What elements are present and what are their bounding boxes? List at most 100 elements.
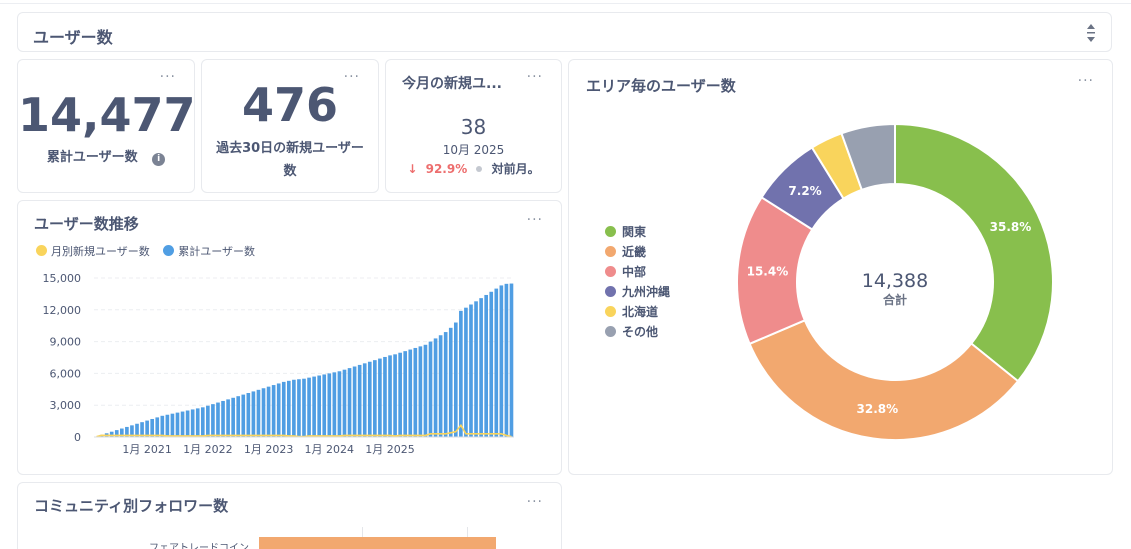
cumulative-bar (312, 376, 316, 437)
cumulative-bar (337, 371, 342, 437)
cumulative-bar (114, 430, 119, 437)
community-followers-card: コミュニティ別フォロワー数 ··· フェアトレードコイン (17, 482, 562, 549)
cumulative-bar (378, 358, 382, 437)
cumulative-bar (484, 294, 488, 437)
x-tick-label: 1月 2023 (244, 443, 294, 456)
cumulative-bar (464, 307, 468, 437)
area-legend-item[interactable]: 北海道 (605, 303, 670, 323)
cumulative-bar (453, 322, 458, 437)
card-menu-icon[interactable]: ··· (526, 212, 543, 228)
cumulative-bar (499, 285, 504, 437)
cumulative-bar (175, 412, 180, 437)
area-legend: 関東近畿中部九州沖縄 北海道その他 (605, 223, 670, 343)
cumulative-bar (443, 332, 448, 437)
total-users-label: 累計ユーザー数 (46, 150, 138, 165)
cumulative-bar (221, 400, 225, 437)
legend-dot (605, 246, 616, 257)
community-bar[interactable] (259, 537, 496, 549)
area-legend-item[interactable]: 中部 (605, 263, 670, 283)
cumulative-bar (286, 380, 291, 437)
card-menu-icon[interactable]: ··· (526, 494, 543, 510)
legend-label-cumulative: 累計ユーザー数 (178, 245, 256, 258)
cumulative-bar (413, 347, 418, 437)
legend-dot (605, 226, 616, 237)
cumulative-bar (357, 364, 362, 437)
donut-slice-1 (894, 122, 1054, 383)
cumulative-bar (509, 283, 514, 437)
move-handle-icon[interactable] (1085, 21, 1097, 45)
donut-slice-6 (840, 122, 896, 192)
total-users-card: ··· 14,477 累計ユーザー数 i (17, 59, 196, 193)
monthly-new-users-card: 今月の新規ユ... ··· 38 10月 2025 ↓ 92.9% 対前月。 (385, 59, 562, 193)
legend-dot (163, 245, 175, 256)
cumulative-bar (140, 422, 144, 437)
card-menu-icon[interactable]: ··· (159, 69, 176, 85)
cumulative-bar (408, 349, 413, 437)
arrow-down-icon: ↓ (407, 162, 418, 176)
cumulative-bar (236, 396, 241, 437)
separator-dot-icon (476, 166, 483, 172)
cumulative-bar (145, 420, 149, 437)
top-divider (0, 0, 1131, 4)
card-menu-icon[interactable]: ··· (1077, 73, 1094, 89)
cumulative-bar (241, 394, 246, 437)
cumulative-bar (393, 354, 397, 437)
user-trend-chart: 0 3,000 6,000 9,000 12,000 15,000 1月 2021 1月 20… (43, 272, 514, 456)
card-menu-icon[interactable]: ··· (526, 69, 543, 85)
monthly-value: 38 (460, 115, 487, 139)
legend-dot (605, 266, 616, 277)
y-tick-label: 12,000 (43, 304, 82, 317)
area-legend-item[interactable]: 近畿 (605, 243, 670, 263)
slice-value-label: 15.4% (747, 265, 789, 279)
cumulative-bar (459, 310, 463, 437)
recent-users-card: ··· 476 過去30日の新規ユーザー 数 (201, 59, 379, 193)
cumulative-bar (388, 355, 392, 437)
area-users-card: エリア毎のユーザー数 ··· 関東 近畿 中部 九州沖縄 北海道 その他 35.8% 32.… (568, 59, 1113, 475)
trend-title: ユーザー数推移 (34, 215, 139, 233)
area-legend-item[interactable]: 関東 (605, 223, 670, 243)
legend-dot (605, 286, 616, 297)
cumulative-bar (342, 369, 347, 437)
cumulative-bar (373, 360, 377, 437)
area-legend-label: 関東 (622, 225, 647, 239)
legend-item-monthly[interactable]: 月別新規ユーザー数 (36, 245, 150, 258)
legend-dot (605, 326, 616, 337)
area-legend-item[interactable]: 九州沖縄 (605, 283, 670, 303)
cumulative-bar (352, 366, 357, 437)
cumulative-bar (479, 298, 483, 437)
cumulative-bar (211, 404, 215, 437)
y-tick-label: 3,000 (50, 399, 82, 412)
cumulative-bar (332, 372, 337, 437)
cumulative-bar (438, 335, 443, 437)
cumulative-bar (266, 386, 271, 437)
legend-dot (36, 245, 47, 256)
cumulative-bar (256, 389, 261, 437)
cumulative-bar (200, 407, 205, 437)
y-tick-label: 0 (74, 431, 81, 444)
cumulative-bar (130, 425, 134, 437)
cumulative-bar (170, 413, 175, 437)
cumulative-bar (251, 391, 256, 437)
area-legend-label: その他 (622, 325, 659, 339)
monthly-change: 92.9% (425, 162, 468, 176)
cumulative-bar (383, 356, 387, 437)
info-icon[interactable]: i (152, 153, 166, 166)
x-tick-label: 1月 2022 (183, 443, 233, 456)
x-tick-label: 1月 2021 (122, 443, 172, 456)
donut-total-value: 14,388 (862, 270, 928, 292)
area-legend-label: 近畿 (622, 245, 647, 259)
legend-item-cumulative[interactable]: 累計ユーザー数 (163, 245, 255, 258)
cumulative-bar (327, 373, 332, 437)
area-legend-item[interactable]: その他 (605, 323, 670, 343)
user-trend-card: ユーザー数推移 ··· 月別新規ユーザー数 累計ユーザー数 0 3,000 6,00… (17, 200, 562, 475)
cumulative-bar (367, 361, 372, 437)
recent-users-label-2: 数 (283, 164, 297, 179)
trend-legend: 月別新規ユーザー数 累計ユーザー数 (36, 243, 255, 259)
monthly-change-row: ↓ 92.9% 対前月。 (386, 160, 561, 177)
cumulative-bar (125, 426, 129, 437)
area-legend-label: 中部 (622, 265, 647, 279)
cumulative-bar (155, 417, 160, 437)
cumulative-bar (423, 344, 428, 437)
cumulative-bar (185, 410, 190, 437)
card-menu-icon[interactable]: ··· (343, 69, 360, 85)
